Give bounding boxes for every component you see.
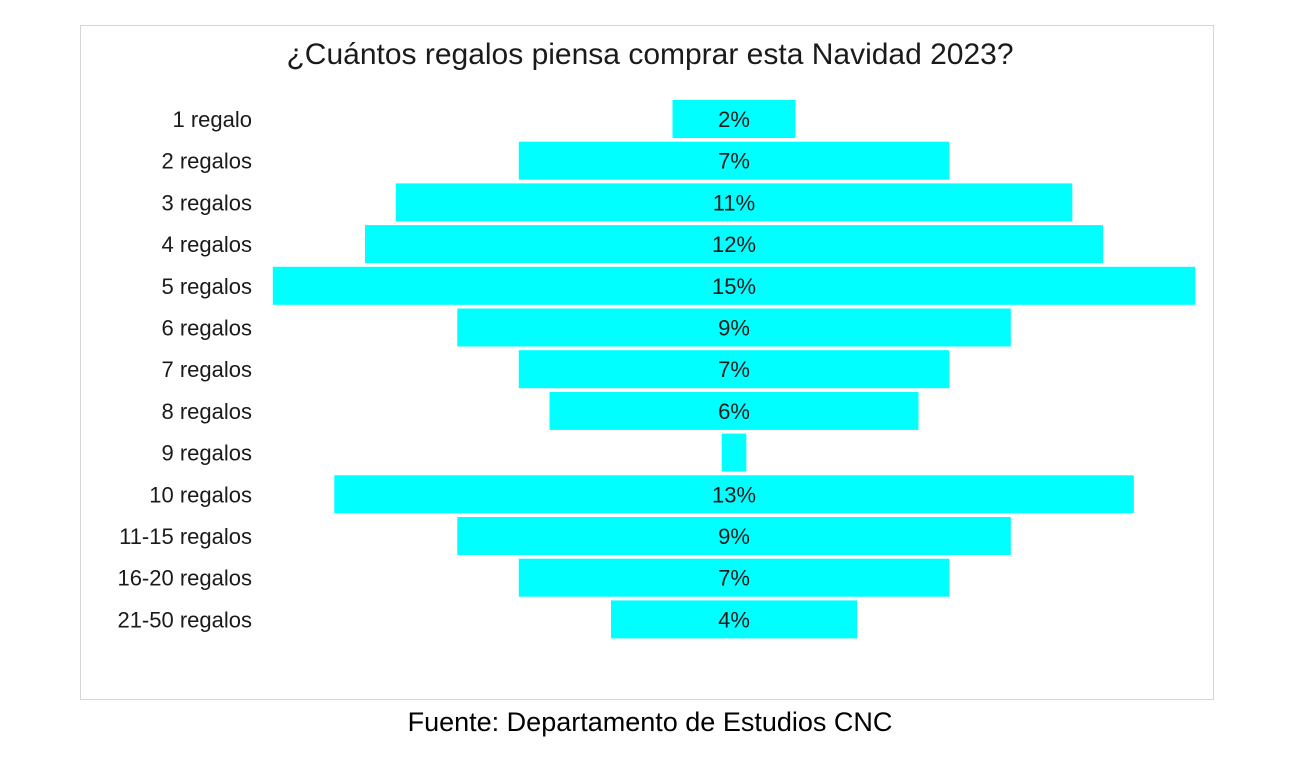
category-label: 1 regalo [172,107,252,132]
bar [721,433,747,472]
bar [457,517,1011,555]
category-label: 7 regalos [161,357,252,382]
bars-layer [272,100,1196,639]
data-labels: 2% 7% 11% 12% 15% 9% 7% 6% 13% 9% 7% 4% [712,107,756,632]
bar [672,100,796,138]
chart-title: ¿Cuántos regalos piensa comprar esta Nav… [286,38,1014,71]
category-label: 3 regalos [161,190,252,215]
data-label: 2% [718,107,750,132]
category-label: 4 regalos [161,232,252,257]
bar [549,391,919,430]
data-label: 6% [718,399,750,424]
data-label: 7% [718,566,750,591]
bar [518,141,950,180]
data-label: 13% [712,482,756,507]
category-label: 6 regalos [161,316,252,341]
bar [272,266,1196,305]
data-label: 9% [718,316,750,341]
bar [518,558,950,597]
data-label: 7% [718,357,750,382]
data-label: 9% [718,524,750,549]
bar [457,308,1011,347]
bar [365,225,1103,264]
category-label: 10 regalos [149,482,252,507]
bar [334,475,1134,514]
category-label: 5 regalos [161,274,252,299]
category-labels: 1 regalo 2 regalos 3 regalos 4 regalos 5 reg… [117,107,252,632]
data-label: 15% [712,274,756,299]
category-label: 9 regalos [161,441,252,466]
data-label: 12% [712,232,756,257]
bar [611,600,857,639]
data-label: 7% [718,149,750,174]
bar [518,350,950,389]
category-label: 16-20 regalos [117,566,252,591]
category-label: 2 regalos [161,149,252,174]
bar [395,183,1073,222]
category-label: 21-50 regalos [117,607,252,632]
source-note: Fuente: Departamento de Estudios CNC [407,707,893,737]
data-label: 4% [718,607,750,632]
category-label: 8 regalos [161,399,252,424]
data-label: 11% [713,190,755,215]
category-label: 11-15 regalos [119,524,252,549]
